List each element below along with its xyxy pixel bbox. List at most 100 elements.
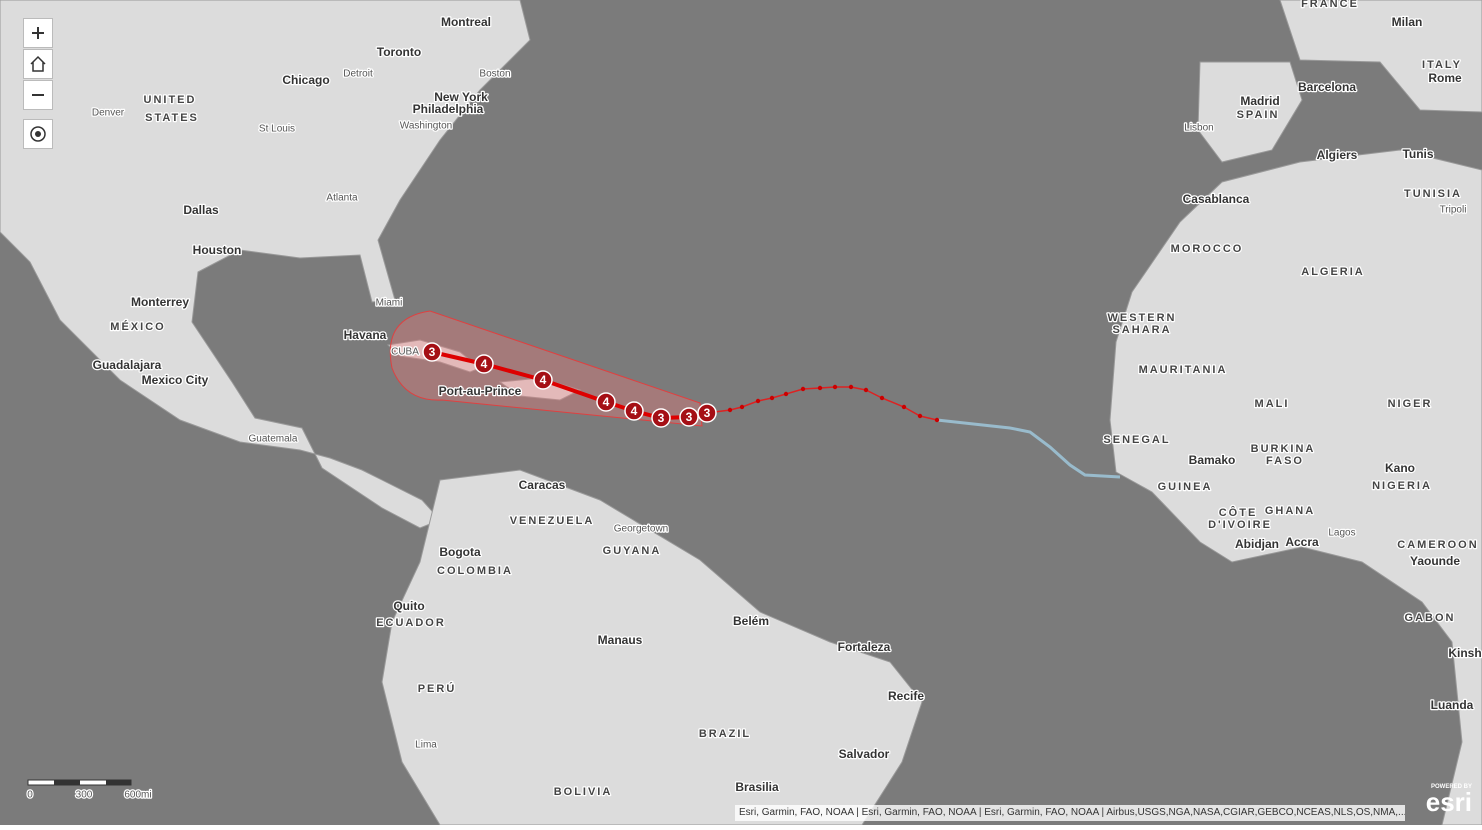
track-point <box>817 385 823 391</box>
place-label: CAMEROON <box>1397 539 1478 551</box>
place-label: MÉXICO <box>110 320 165 333</box>
place-label: PERÚ <box>418 682 457 695</box>
place-label: Denver <box>92 108 125 119</box>
place-label: Monterrey <box>131 295 189 309</box>
place-label: Tripoli <box>1440 205 1467 216</box>
plus-icon <box>32 27 44 39</box>
place-label: ECUADOR <box>376 617 446 629</box>
place-label: MOROCCO <box>1171 243 1244 255</box>
scale-label: 0 <box>27 790 33 801</box>
place-label: SPAIN <box>1237 109 1280 121</box>
place-label: SENEGAL <box>1103 434 1170 446</box>
place-label: Kinsh <box>1448 646 1481 660</box>
track-point <box>863 387 869 393</box>
place-label: Madrid <box>1240 94 1279 108</box>
place-label: Montreal <box>441 15 491 29</box>
place-label: Luanda <box>1431 698 1474 712</box>
place-label: Belém <box>733 614 769 628</box>
place-label: SAHARA <box>1112 324 1171 336</box>
zoom-out-button[interactable] <box>23 80 53 110</box>
place-label: UNITED <box>144 94 197 106</box>
scale-label: 300 <box>76 790 93 801</box>
storm-category: 4 <box>540 373 547 387</box>
place-label: FRANCE <box>1301 0 1359 10</box>
home-icon <box>30 55 46 72</box>
place-label: WESTERN <box>1108 312 1177 324</box>
place-label: Brasilia <box>735 780 779 794</box>
place-label: COLOMBIA <box>437 565 513 577</box>
storm-category: 4 <box>481 357 488 371</box>
powered-by: POWERED BY <box>1430 784 1472 790</box>
place-label: NIGER <box>1388 398 1433 410</box>
track-point <box>901 404 907 410</box>
track-point <box>800 386 806 392</box>
place-label: TUNISIA <box>1404 188 1462 200</box>
place-label: Philadelphia <box>413 102 484 116</box>
place-label: FASO <box>1266 455 1304 467</box>
zoom-in-button[interactable] <box>23 18 53 48</box>
storm-marker <box>596 392 616 412</box>
storm-marker <box>697 403 717 423</box>
place-label: Mexico City <box>142 373 209 387</box>
attribution: Esri, Garmin, FAO, NOAA | Esri, Garmin, … <box>735 805 1405 821</box>
africa <box>1109 149 1482 826</box>
home-button[interactable] <box>23 49 53 79</box>
place-label: VENEZUELA <box>510 515 595 527</box>
track-point <box>934 417 940 423</box>
place-label: GUINEA <box>1158 481 1213 493</box>
place-label: Abidjan <box>1235 537 1279 551</box>
track-point <box>783 391 789 397</box>
scale-label: 600mi <box>124 790 151 801</box>
place-label: Atlanta <box>326 193 358 204</box>
place-label: D'IVOIRE <box>1208 519 1272 531</box>
track-point <box>727 407 733 413</box>
storm-category: 4 <box>603 395 610 409</box>
place-label: CÔTE <box>1219 506 1258 519</box>
iberia <box>1197 61 1303 163</box>
place-label: Lima <box>415 740 437 751</box>
place-label: Miami <box>376 298 403 309</box>
track-point <box>739 404 745 410</box>
south-america <box>381 469 923 826</box>
track-point <box>848 384 854 390</box>
place-label: Kano <box>1385 461 1415 475</box>
scale-bar-segment <box>106 780 131 785</box>
storm-marker <box>474 354 494 374</box>
place-label: MAURITANIA <box>1139 364 1228 376</box>
place-label: Toronto <box>377 45 421 59</box>
place-label: Salvador <box>839 747 890 761</box>
place-label: Quito <box>393 599 424 613</box>
place-label: New York <box>434 90 488 104</box>
place-label: Chicago <box>282 73 329 87</box>
place-label: Bamako <box>1189 453 1236 467</box>
north-america <box>0 0 531 529</box>
storm-marker <box>679 407 699 427</box>
locate-icon <box>30 126 46 142</box>
locate-button[interactable] <box>23 119 53 149</box>
storm-marker <box>533 370 553 390</box>
place-label: MALI <box>1255 398 1290 410</box>
place-label: STATES <box>145 112 199 124</box>
storm-category: 3 <box>429 345 436 359</box>
place-label: Accra <box>1285 535 1319 549</box>
early-track <box>936 418 1121 479</box>
place-label: Guatemala <box>249 434 298 445</box>
place-label: CUBA <box>391 347 419 358</box>
scale-bar: 0 300 600mi <box>26 779 153 802</box>
track-point <box>917 413 923 419</box>
place-label: ALGERIA <box>1301 266 1365 278</box>
place-label: Georgetown <box>614 524 668 535</box>
place-label: NIGERIA <box>1372 480 1432 492</box>
place-label: GHANA <box>1265 505 1315 517</box>
place-label: Manaus <box>598 633 643 647</box>
place-label: Port-au-Prince <box>439 384 522 398</box>
place-label: BOLIVIA <box>554 786 613 798</box>
track-point <box>879 395 885 401</box>
place-label: Fortaleza <box>838 640 891 654</box>
place-label: Tunis <box>1402 147 1433 161</box>
storm-category: 3 <box>658 411 665 425</box>
forecast-cone <box>389 310 703 427</box>
